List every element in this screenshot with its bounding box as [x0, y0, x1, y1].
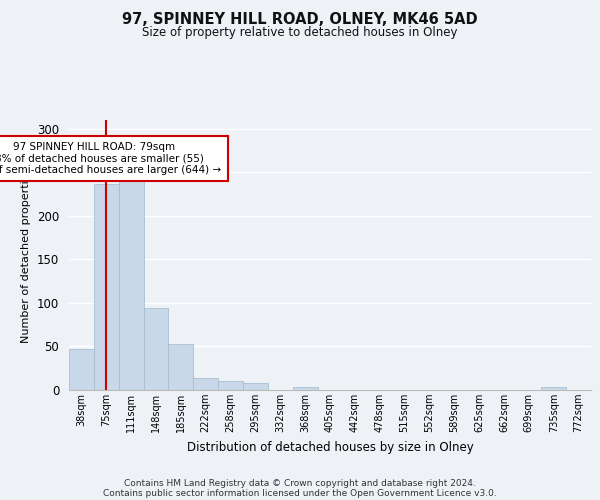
Bar: [193, 378, 218, 390]
Bar: [169, 344, 193, 390]
Text: Size of property relative to detached houses in Olney: Size of property relative to detached ho…: [142, 26, 458, 39]
Text: 97, SPINNEY HILL ROAD, OLNEY, MK46 5AD: 97, SPINNEY HILL ROAD, OLNEY, MK46 5AD: [122, 12, 478, 28]
Bar: [218, 382, 243, 390]
Bar: [119, 172, 143, 390]
Bar: [293, 386, 317, 390]
Bar: [69, 349, 94, 390]
Y-axis label: Number of detached properties: Number of detached properties: [22, 168, 31, 342]
Text: Contains HM Land Registry data © Crown copyright and database right 2024.: Contains HM Land Registry data © Crown c…: [124, 478, 476, 488]
Bar: [94, 184, 119, 390]
Bar: [143, 308, 169, 390]
Text: 97 SPINNEY HILL ROAD: 79sqm
← 8% of detached houses are smaller (55)
92% of semi: 97 SPINNEY HILL ROAD: 79sqm ← 8% of deta…: [0, 142, 221, 175]
Bar: [541, 388, 566, 390]
Bar: [243, 383, 268, 390]
X-axis label: Distribution of detached houses by size in Olney: Distribution of detached houses by size …: [187, 440, 473, 454]
Text: Contains public sector information licensed under the Open Government Licence v3: Contains public sector information licen…: [103, 488, 497, 498]
